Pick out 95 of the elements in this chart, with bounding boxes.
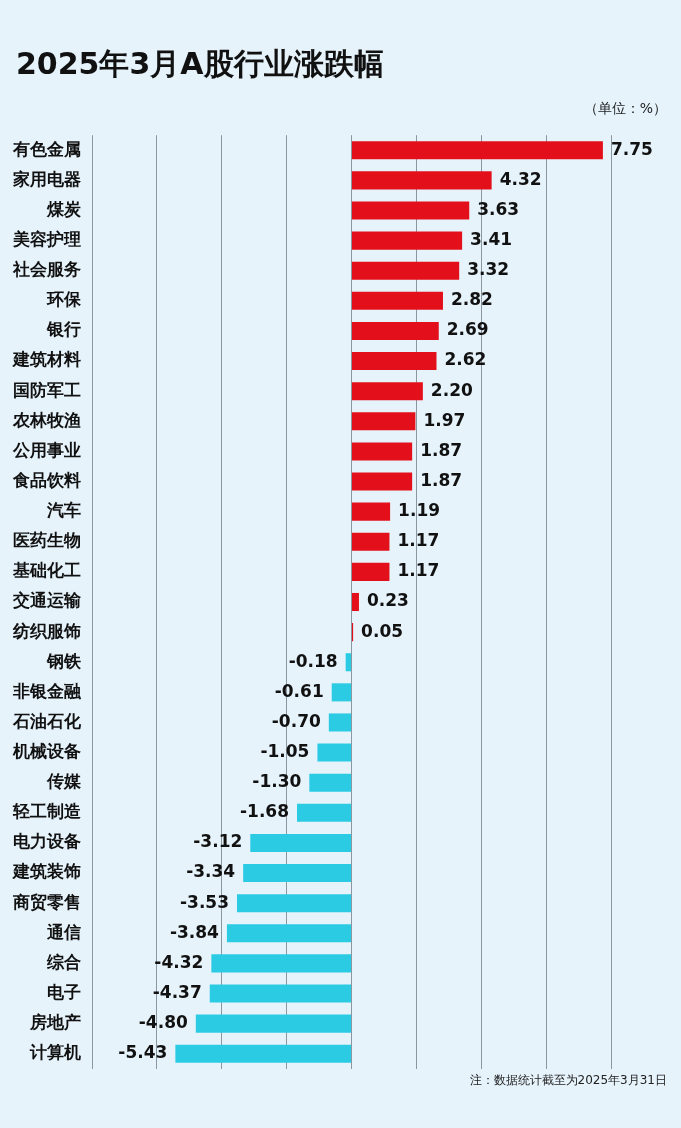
bar (345, 653, 351, 672)
bar (352, 352, 437, 371)
y-tick-label: 传媒 (46, 771, 82, 792)
data-label: 1.17 (397, 530, 440, 551)
data-label: -4.80 (138, 1012, 188, 1033)
data-label: 1.17 (397, 560, 440, 581)
bar (243, 864, 351, 883)
bar (352, 141, 603, 160)
data-label: -0.70 (271, 710, 321, 731)
data-label: 2.20 (430, 379, 473, 400)
bar (352, 261, 460, 280)
bar (352, 502, 391, 521)
bar (352, 562, 390, 581)
data-label: 1.19 (398, 500, 441, 521)
data-label: 0.05 (361, 620, 404, 641)
y-tick-label: 轻工制造 (12, 801, 81, 822)
y-tick-label: 国防军工 (13, 379, 81, 400)
bar (352, 201, 470, 220)
bar (331, 683, 351, 702)
bar (175, 1044, 351, 1063)
bar (226, 924, 351, 943)
y-tick-label: 公用事业 (12, 439, 81, 460)
bar (352, 171, 492, 190)
y-tick-label: 通信 (46, 921, 81, 942)
y-tick-label: 环保 (46, 289, 82, 310)
text: （单位：%） (582, 100, 668, 118)
y-tick-label: 基础化工 (12, 560, 81, 581)
bar (195, 1014, 351, 1033)
y-tick-label: 医药生物 (13, 530, 81, 551)
data-label: 7.75 (610, 138, 653, 159)
data-label: 2.69 (446, 319, 489, 340)
data-label: -4.37 (152, 981, 202, 1002)
data-label: 1.97 (423, 409, 466, 430)
bar (352, 442, 413, 461)
data-label: -3.53 (180, 891, 229, 912)
data-label: 3.41 (470, 229, 513, 250)
bar (352, 592, 359, 612)
bar (328, 713, 351, 732)
data-label: 3.63 (477, 198, 520, 219)
y-tick-label: 家用电器 (12, 168, 81, 189)
y-tick-label: 食品饮料 (12, 469, 81, 490)
y-tick-label: 房地产 (29, 1012, 81, 1033)
y-tick-label: 石油石化 (12, 710, 82, 731)
y-tick-label: 钢铁 (46, 650, 82, 671)
data-label: 3.32 (467, 259, 510, 280)
bar (352, 382, 423, 401)
data-label: -3.34 (186, 861, 236, 882)
y-tick-label: 建筑材料 (11, 349, 81, 370)
bar (352, 321, 439, 340)
bar (237, 894, 351, 913)
y-tick-label: 汽车 (46, 500, 81, 521)
bar (352, 231, 463, 250)
data-label: -1.68 (240, 801, 290, 822)
y-tick-label: 电力设备 (13, 831, 81, 852)
bar (352, 412, 416, 431)
data-label: -4.32 (154, 951, 204, 972)
data-label: 1.87 (420, 439, 463, 460)
data-label: 4.32 (499, 168, 542, 189)
y-tick-label: 商贸零售 (12, 891, 81, 912)
y-tick-label: 机械设备 (12, 741, 81, 761)
data-label: -0.18 (288, 650, 338, 671)
y-tick-label: 农林牧渔 (12, 409, 81, 430)
data-label: -3.12 (193, 831, 243, 852)
bar (297, 803, 351, 822)
y-tick-label: 社会服务 (12, 259, 81, 280)
bar (317, 743, 351, 762)
y-tick-label: 计算机 (29, 1042, 81, 1063)
bar (352, 532, 390, 551)
data-label: 1.87 (420, 469, 463, 490)
bar (209, 984, 351, 1003)
data-label: 0.23 (366, 590, 409, 611)
chart-title: 2025年3月A股行业涨跌幅 (15, 45, 385, 83)
y-tick-label: 交通运输 (12, 590, 82, 611)
y-tick-label: 有色金属 (12, 138, 81, 159)
y-tick-label: 煤炭 (46, 198, 82, 219)
bar (250, 833, 351, 852)
y-tick-label: 纺织服饰 (12, 620, 81, 641)
data-label: 2.62 (444, 349, 487, 370)
bar (352, 472, 413, 491)
data-label: -0.61 (274, 680, 324, 701)
bar (352, 291, 443, 310)
data-label: -5.43 (118, 1042, 168, 1063)
text: 注：数据统计截至为2025年3月31日 (469, 1072, 667, 1089)
bar (309, 773, 351, 792)
data-label: 2.82 (450, 289, 493, 310)
data-label: -3.84 (169, 921, 220, 942)
y-tick-label: 美容护理 (12, 229, 81, 250)
data-label: -1.30 (252, 771, 302, 792)
y-tick-label: 综合 (46, 951, 81, 972)
y-tick-label: 非银金融 (12, 680, 82, 701)
y-tick-label: 银行 (46, 319, 81, 340)
data-label: -1.05 (260, 741, 310, 761)
bar (211, 954, 351, 973)
y-tick-label: 电子 (47, 981, 81, 1002)
y-tick-label: 建筑装饰 (11, 861, 81, 882)
